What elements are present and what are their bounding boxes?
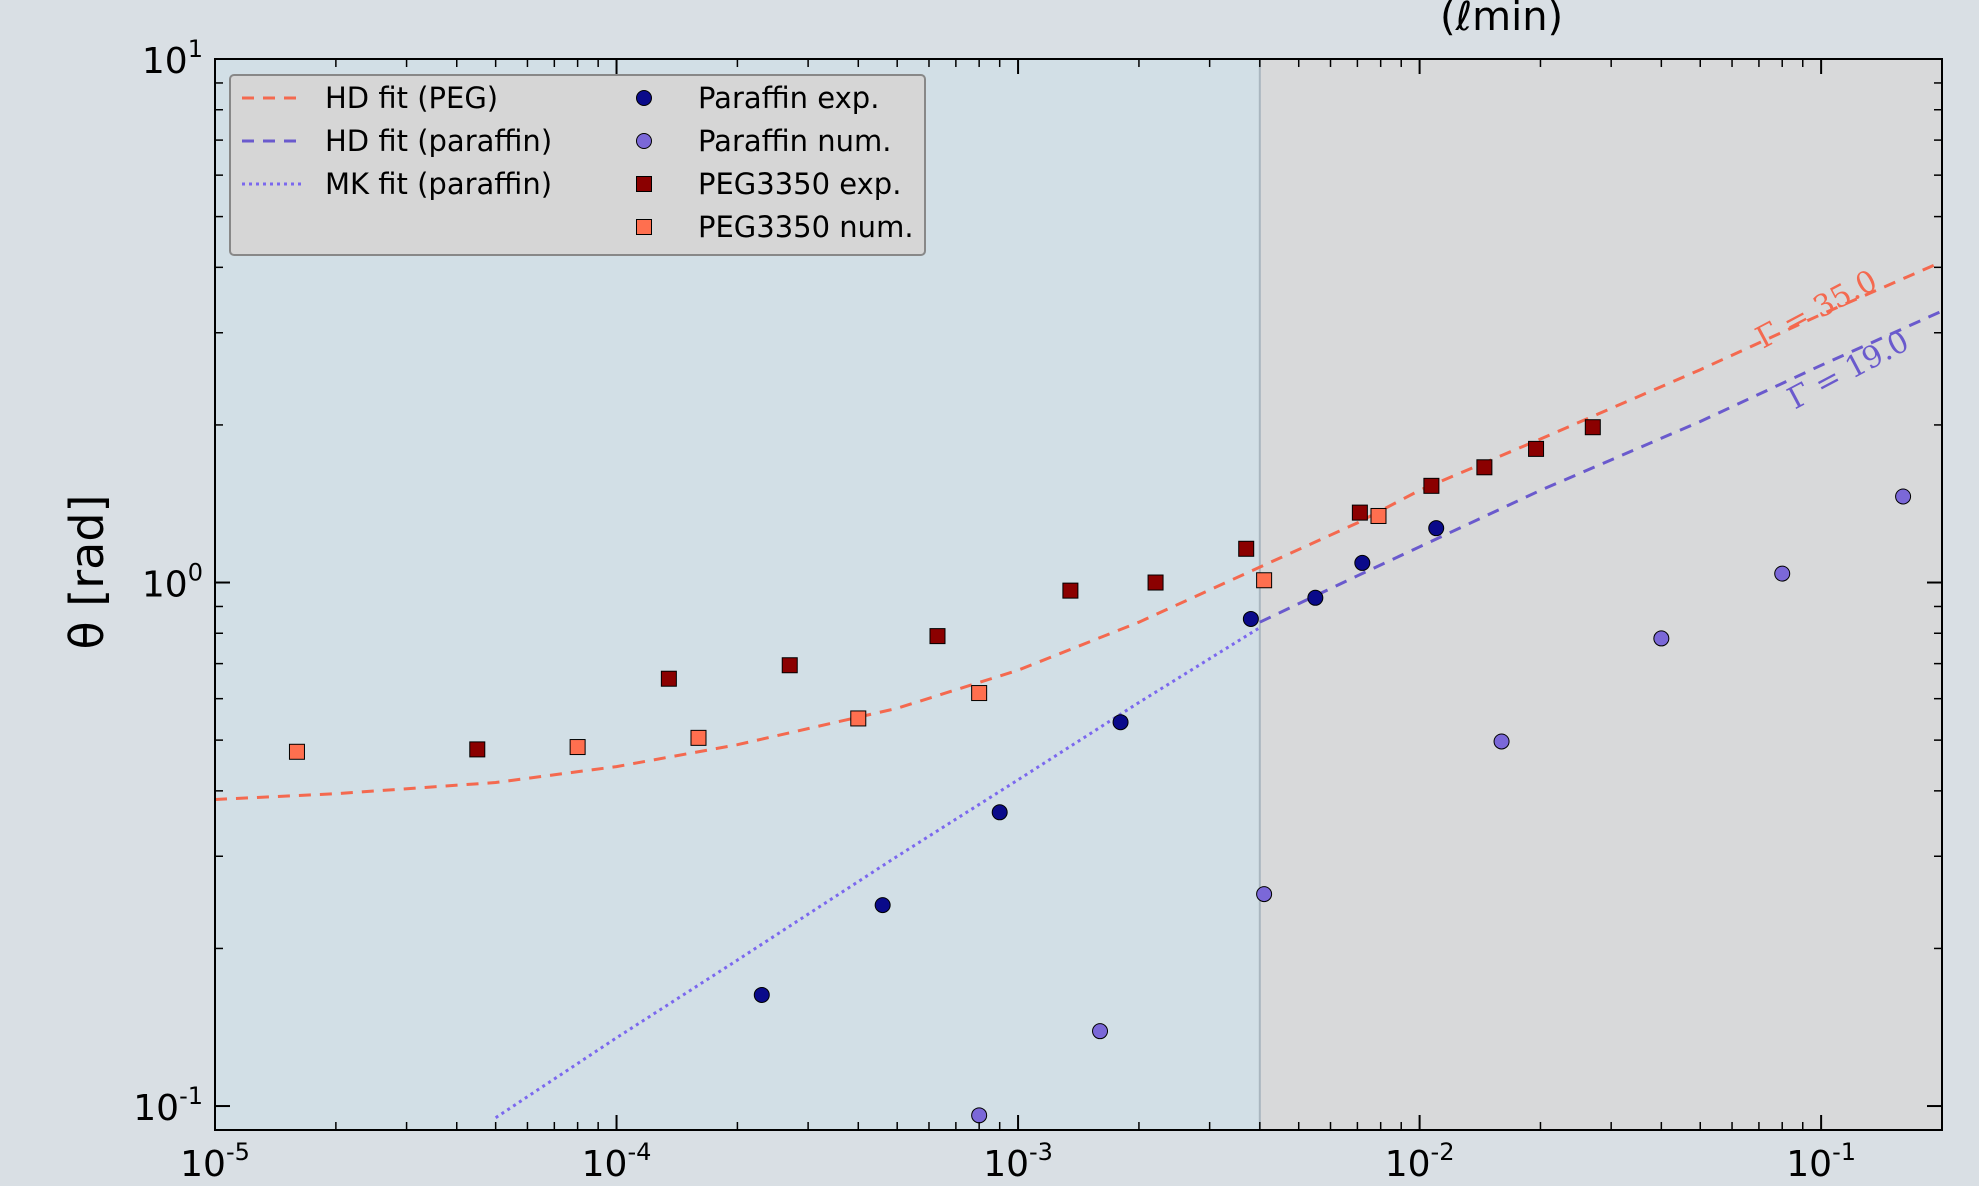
x-tick-label: 10-3	[983, 1138, 1053, 1185]
y-tick-label: 101	[142, 35, 203, 82]
series-line-2	[494, 626, 1261, 1119]
x-tick-label: 10-2	[1385, 1138, 1455, 1185]
legend-entry: PEG3350 num.	[698, 210, 914, 244]
legend-marker-swatch	[636, 90, 652, 106]
data-point	[1354, 554, 1371, 571]
legend-entry: PEG3350 exp.	[698, 167, 901, 201]
data-point	[469, 741, 486, 758]
data-point	[1256, 886, 1273, 903]
x-tick-label: 10-5	[180, 1138, 250, 1185]
data-point	[660, 670, 677, 687]
y-tick-label: 10-1	[133, 1082, 203, 1129]
data-point	[971, 685, 988, 702]
data-point	[1528, 440, 1545, 457]
data-point	[874, 897, 891, 914]
data-point	[1351, 504, 1368, 521]
x-tick-label: 10-4	[582, 1138, 652, 1185]
data-point	[1307, 589, 1324, 606]
data-point	[971, 1107, 988, 1124]
data-point	[569, 739, 586, 756]
data-point	[1428, 520, 1445, 537]
data-point	[781, 657, 798, 674]
plot-frame	[214, 58, 1943, 1131]
data-point	[1370, 507, 1387, 524]
legend-entry: HD fit (PEG)	[325, 81, 498, 115]
data-point	[1476, 459, 1493, 476]
data-point	[1092, 1023, 1109, 1040]
data-point	[690, 729, 707, 746]
y-axis-label: θ [rad]	[60, 495, 114, 650]
data-point	[1062, 582, 1079, 599]
y-tick-label: 100	[142, 559, 203, 606]
data-point	[929, 628, 946, 645]
data-point	[753, 986, 770, 1003]
legend-box	[229, 74, 926, 256]
legend-entry: MK fit (paraffin)	[325, 167, 552, 201]
legend-entry: HD fit (paraffin)	[325, 124, 552, 158]
data-point	[1256, 572, 1273, 589]
legend-marker-swatch	[636, 133, 652, 149]
data-point	[1112, 714, 1129, 731]
shaded-region-1	[1259, 59, 1942, 1130]
legend-marker-swatch	[636, 176, 652, 192]
legend-marker-swatch	[636, 219, 652, 235]
data-point	[1895, 488, 1912, 505]
data-point	[991, 804, 1008, 821]
header-fragment: (ℓmin)	[1440, 0, 1563, 40]
data-point	[1147, 574, 1164, 591]
x-tick-label: 10-1	[1786, 1138, 1856, 1185]
series-line-1	[1259, 309, 1942, 624]
legend-entry: Paraffin exp.	[698, 81, 879, 115]
data-point	[850, 710, 867, 727]
series-line-0	[215, 260, 1942, 801]
data-point	[1238, 540, 1255, 557]
data-point	[1584, 419, 1601, 436]
data-point	[288, 743, 305, 760]
data-point	[1423, 477, 1440, 494]
data-point	[1774, 565, 1791, 582]
data-point	[1242, 610, 1259, 627]
legend-entry: Paraffin num.	[698, 124, 892, 158]
data-point	[1493, 733, 1510, 750]
data-point	[1653, 630, 1670, 647]
